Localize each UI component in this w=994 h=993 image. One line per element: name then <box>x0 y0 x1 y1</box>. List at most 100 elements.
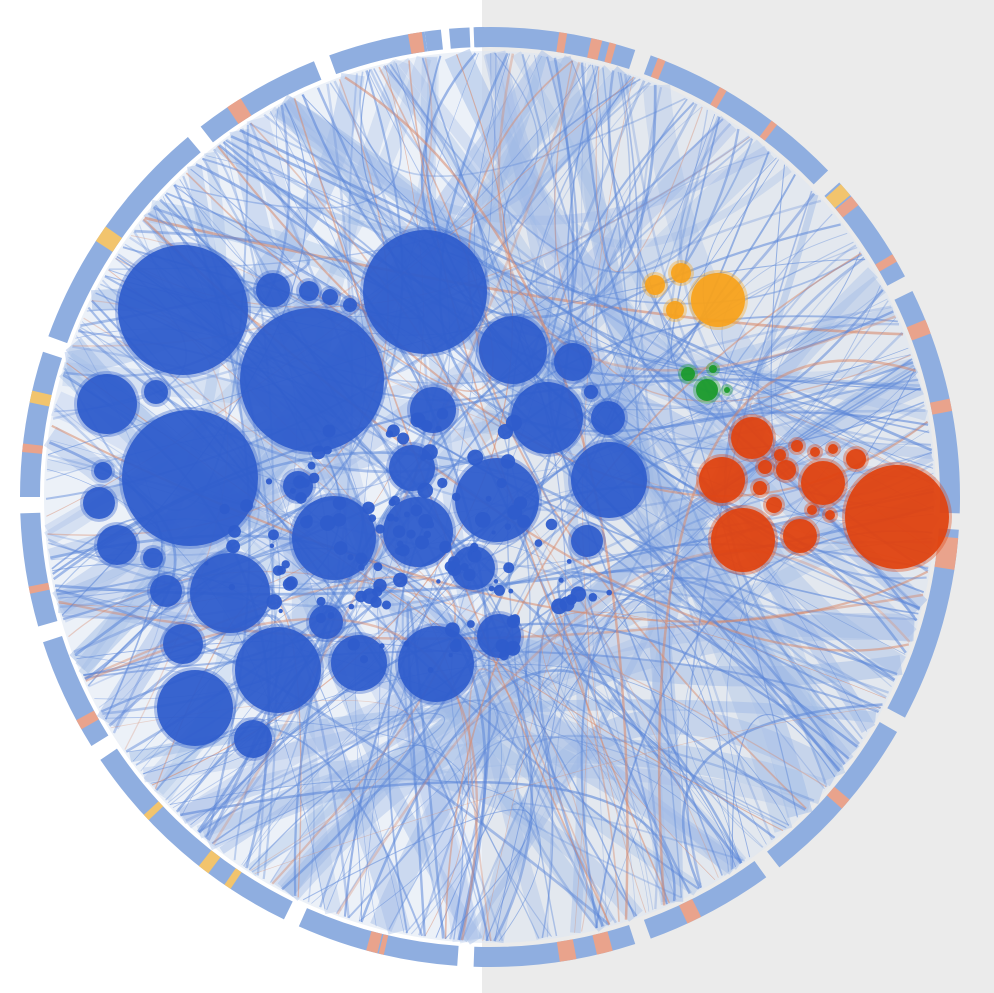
edge-bundle <box>196 763 811 839</box>
edge-line <box>418 751 488 940</box>
ring-accent <box>934 553 957 570</box>
ring-segment <box>894 290 960 514</box>
cluster-blue-node <box>355 590 367 603</box>
cluster-blue-node <box>439 540 452 554</box>
cluster-blue-node <box>417 482 434 499</box>
ring-accent <box>29 390 52 407</box>
edge-line <box>110 699 416 872</box>
ring-segment <box>200 61 322 143</box>
ring-segment <box>48 136 201 344</box>
edge-line <box>348 65 598 375</box>
cluster-red-node <box>766 497 782 513</box>
edge-line <box>726 373 917 845</box>
edge-bundle <box>178 614 915 829</box>
cluster-blue-node <box>332 496 347 510</box>
edge-line <box>302 809 533 940</box>
cluster-blue-node <box>508 588 514 594</box>
ring-segment <box>643 861 767 939</box>
cluster-blue-node <box>157 670 233 746</box>
cluster-blue-node <box>268 529 279 541</box>
cluster-blue-node <box>403 640 410 647</box>
cluster-blue-node <box>323 445 332 455</box>
edge-line <box>47 259 866 456</box>
edge-line <box>269 537 933 884</box>
edge-line <box>72 345 658 910</box>
cluster-blue-node <box>398 546 408 556</box>
cluster-blue-node <box>332 513 346 527</box>
cluster-blue-node <box>228 525 241 538</box>
edge-line <box>142 664 789 826</box>
cluster-blue-node <box>355 552 368 565</box>
cluster-blue-node <box>488 585 495 592</box>
cluster-red-node <box>810 447 820 457</box>
edge-line <box>58 65 424 607</box>
edge-line <box>595 66 703 272</box>
cluster-blue-node <box>375 524 385 534</box>
cluster-blue-node <box>219 503 230 515</box>
cluster-blue-node <box>499 650 509 661</box>
cluster-red-node <box>758 460 772 474</box>
edge-line <box>668 254 863 888</box>
ring-accent <box>592 931 613 955</box>
edge-line <box>225 138 932 447</box>
cluster-blue-node <box>97 525 137 565</box>
cluster-green-node <box>696 379 718 401</box>
edge-line <box>386 64 566 942</box>
cluster-blue-node <box>493 584 505 596</box>
edge-line <box>131 235 719 878</box>
edge-bundle <box>269 106 769 225</box>
edge-line <box>511 802 745 899</box>
cluster-orange-node <box>666 301 684 319</box>
cluster-blue-node <box>496 478 507 489</box>
ring-accent <box>835 196 859 218</box>
cluster-blue-node <box>566 559 572 564</box>
cluster-blue-node <box>467 548 482 563</box>
ring-accent <box>604 42 617 64</box>
cluster-blue-node <box>309 605 343 639</box>
cluster-red-node <box>791 440 803 452</box>
cluster-blue-node <box>240 499 253 512</box>
cluster-red-node <box>711 508 775 572</box>
edge-bundle <box>582 64 914 381</box>
cluster-blue-node <box>571 442 647 518</box>
cluster-blue-node <box>511 382 583 454</box>
cluster-blue-node <box>300 515 313 529</box>
cluster-blue-node <box>506 614 520 629</box>
cluster-blue-node <box>278 608 283 614</box>
edge-line <box>326 52 497 911</box>
edge-line <box>55 588 610 926</box>
cluster-blue-node <box>299 281 319 301</box>
edge-line <box>657 359 917 906</box>
cluster-blue-node <box>397 432 410 445</box>
cluster-blue-node <box>240 308 384 452</box>
edge-line <box>202 157 668 905</box>
edge-line <box>195 163 841 773</box>
cluster-blue-node <box>333 541 348 555</box>
cluster-red-node <box>753 481 767 495</box>
edge-line <box>173 68 402 210</box>
edge-line <box>241 671 743 866</box>
cluster-blue-node <box>277 566 286 575</box>
cluster-blue-node <box>390 495 401 506</box>
cluster-red-node <box>776 460 796 480</box>
edge-bundle <box>737 276 906 675</box>
edge-bundle <box>270 711 747 897</box>
ring-accent <box>143 801 164 821</box>
edge-line <box>538 569 895 927</box>
cluster-orange-node <box>671 263 691 283</box>
edge-line <box>406 600 445 939</box>
cluster-blue-node <box>479 316 547 384</box>
cluster-blue-node <box>421 420 433 432</box>
cluster-blue-node <box>436 579 441 584</box>
cluster-blue-node <box>348 603 355 610</box>
cluster-blue-node <box>554 343 592 381</box>
ring-accent <box>556 939 577 962</box>
edge-line <box>541 611 886 881</box>
cluster-blue-node <box>163 624 203 664</box>
cluster-blue-node <box>485 495 492 502</box>
cluster-blue-node <box>460 563 469 572</box>
edge-line <box>369 68 935 485</box>
edge-line <box>97 287 790 826</box>
edge-line <box>169 778 541 942</box>
